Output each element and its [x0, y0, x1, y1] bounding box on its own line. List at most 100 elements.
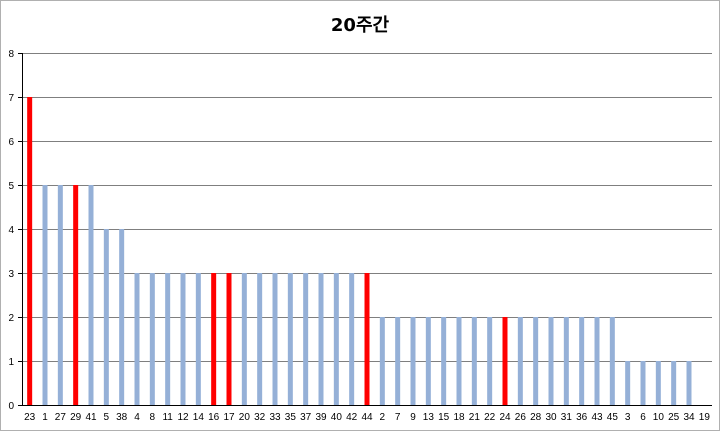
y-tick-label: 3 [8, 269, 14, 280]
bar-4 [134, 273, 140, 405]
x-tick-label: 20 [239, 412, 251, 423]
bar-41 [88, 185, 94, 405]
bar-39 [318, 273, 324, 405]
x-tick-label: 41 [85, 412, 97, 423]
x-tick-label: 15 [438, 412, 450, 423]
x-tick-label: 34 [683, 412, 695, 423]
bar-5 [103, 229, 109, 405]
bar-10 [655, 361, 661, 405]
bar-43 [594, 317, 600, 405]
y-tick-label: 6 [8, 137, 14, 148]
x-tick-label: 28 [530, 412, 542, 423]
x-tick-label: 30 [545, 412, 557, 423]
x-tick-label: 1 [42, 412, 48, 423]
y-tick-label: 7 [8, 93, 14, 104]
x-tick-label: 21 [469, 412, 481, 423]
bar-1 [42, 185, 48, 405]
bar-29 [73, 185, 79, 405]
x-tick-label: 8 [150, 412, 156, 423]
x-tick-label: 17 [223, 412, 235, 423]
y-tick-label: 0 [8, 401, 14, 412]
x-tick-label: 45 [607, 412, 619, 423]
bar-40 [333, 273, 339, 405]
x-tick-label: 23 [24, 412, 36, 423]
bar-23 [27, 97, 33, 405]
x-tick-label: 29 [70, 412, 82, 423]
bar-6 [640, 361, 646, 405]
x-tick-label: 39 [315, 412, 327, 423]
x-tick-label: 44 [361, 412, 373, 423]
x-tick-label: 4 [134, 412, 140, 423]
y-tick-label: 8 [8, 49, 14, 60]
x-tick-label: 31 [561, 412, 573, 423]
bar-14 [195, 273, 201, 405]
bar-17 [226, 273, 232, 405]
bar-33 [272, 273, 278, 405]
bar-12 [180, 273, 186, 405]
x-tick-label: 26 [515, 412, 527, 423]
bar-27 [57, 185, 63, 405]
x-tick-label: 24 [499, 412, 511, 423]
bar-26 [517, 317, 523, 405]
x-tick-label: 35 [285, 412, 297, 423]
x-tick-label: 10 [653, 412, 665, 423]
bar-9 [410, 317, 416, 405]
x-tick-label: 5 [104, 412, 110, 423]
x-tick-label: 33 [269, 412, 281, 423]
y-tick-label: 1 [8, 357, 14, 368]
x-tick-label: 14 [193, 412, 205, 423]
x-tick-label: 36 [576, 412, 588, 423]
bar-34 [686, 361, 692, 405]
x-tick-label: 42 [346, 412, 358, 423]
x-tick-label: 11 [162, 412, 173, 423]
bar-30 [548, 317, 554, 405]
bar-28 [533, 317, 539, 405]
x-tick-label: 37 [300, 412, 312, 423]
x-tick-label: 22 [484, 412, 496, 423]
bar-37 [303, 273, 309, 405]
bar-31 [563, 317, 569, 405]
x-tick-label: 3 [625, 412, 631, 423]
bar-21 [471, 317, 477, 405]
y-tick-label: 5 [8, 181, 14, 192]
x-tick-label: 43 [591, 412, 603, 423]
bar-13 [425, 317, 431, 405]
bar-15 [441, 317, 447, 405]
x-tick-label: 16 [208, 412, 220, 423]
bar-24 [502, 317, 508, 405]
bar-45 [609, 317, 615, 405]
bar-22 [487, 317, 493, 405]
y-tick-label: 2 [8, 313, 14, 324]
chart-title: 20주간 [330, 15, 390, 36]
x-tick-label: 27 [55, 412, 67, 423]
x-tick-label: 6 [640, 412, 646, 423]
bar-11 [165, 273, 171, 405]
x-tick-label: 19 [699, 412, 711, 423]
bar-38 [119, 229, 125, 405]
x-tick-label: 2 [380, 412, 386, 423]
bar-32 [257, 273, 263, 405]
x-tick-label: 40 [331, 412, 343, 423]
x-tick-label: 32 [254, 412, 266, 423]
x-tick-label: 18 [453, 412, 465, 423]
x-tick-label: 25 [668, 412, 680, 423]
bar-8 [149, 273, 155, 405]
bar-20 [241, 273, 247, 405]
bar-3 [625, 361, 631, 405]
bar-42 [349, 273, 355, 405]
bar-16 [211, 273, 217, 405]
y-tick-label: 4 [8, 225, 14, 236]
bar-25 [671, 361, 677, 405]
bar-35 [287, 273, 293, 405]
x-tick-label: 9 [410, 412, 416, 423]
bar-36 [579, 317, 585, 405]
bar-7 [395, 317, 401, 405]
x-tick-label: 7 [395, 412, 401, 423]
bar-44 [364, 273, 370, 405]
x-tick-label: 13 [423, 412, 435, 423]
bar-2 [379, 317, 385, 405]
x-tick-label: 38 [116, 412, 128, 423]
bar-18 [456, 317, 462, 405]
